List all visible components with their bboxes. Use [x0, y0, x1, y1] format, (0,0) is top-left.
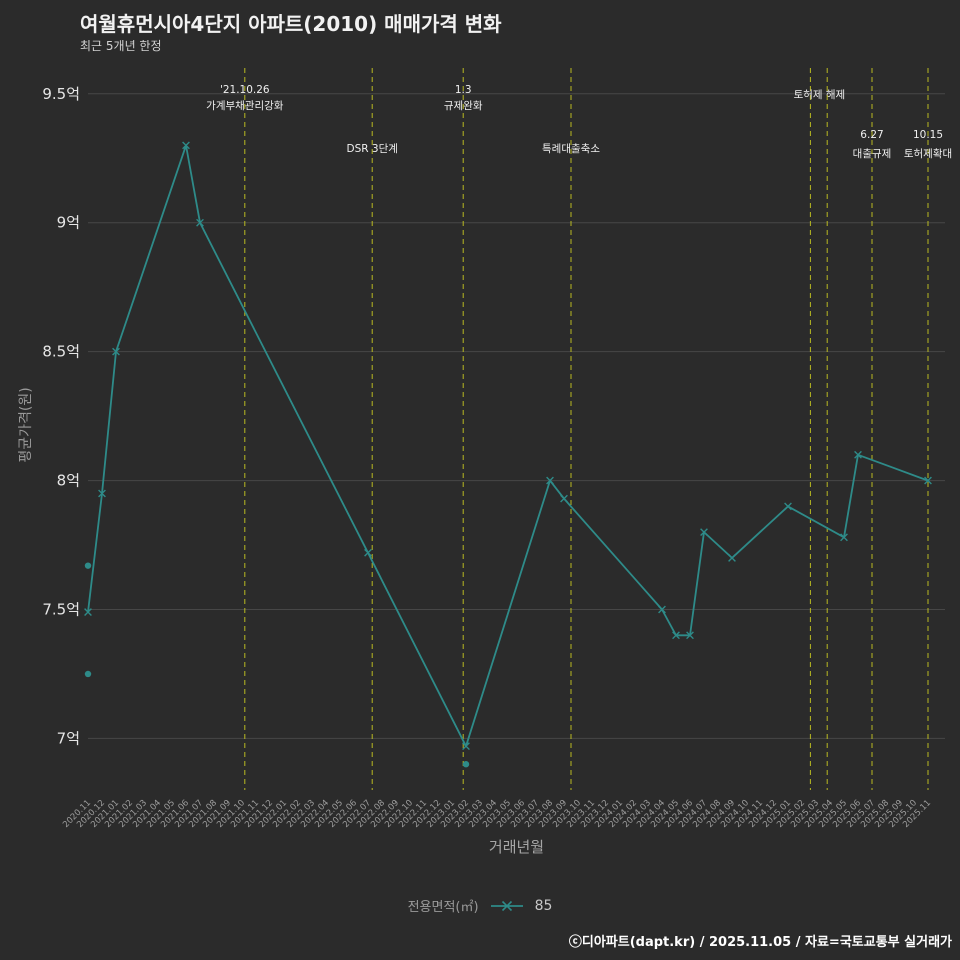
- y-axis-label: 평균가격(원): [18, 387, 34, 463]
- point-marker-icon: [98, 489, 106, 498]
- point-marker-icon: [700, 528, 708, 537]
- point-marker-icon: [112, 347, 120, 356]
- scatter-point: [84, 670, 92, 678]
- chart-subtitle: 최근 5개년 한정: [80, 39, 162, 53]
- point-marker-icon: [182, 141, 190, 150]
- event-label: 토허제확대: [904, 147, 952, 160]
- y-tick-label: 8.5억: [42, 343, 80, 361]
- legend-series-marker-icon: [490, 900, 523, 911]
- scatter-point: [84, 562, 92, 569]
- y-tick-label: 9억: [57, 214, 80, 232]
- event-label: DSR 3단계: [347, 143, 398, 155]
- point-marker-icon: [840, 533, 848, 542]
- point-marker-icon: [462, 742, 470, 751]
- y-tick-label: 8억: [57, 472, 80, 490]
- event-label: 가계부채관리강화: [206, 100, 284, 112]
- point-marker-icon: [560, 494, 568, 503]
- event-label: '21.10.26: [220, 84, 270, 96]
- copyright-credit: ⓒ디아파트(dapt.kr) / 2025.11.05 / 자료=국토교통부 실…: [568, 935, 952, 950]
- point-marker-icon: [686, 631, 694, 640]
- series-line: [87, 144, 929, 748]
- price-line-chart: 9.5억9억8.5억8억7.5억7억2020.112020.122021.012…: [42, 68, 952, 830]
- point-marker-icon: [854, 450, 862, 459]
- point-marker-icon: [658, 605, 666, 614]
- y-tick-label: 7.5억: [42, 601, 80, 619]
- legend-field-label: 전용면적(㎡): [407, 900, 479, 915]
- event-label: 10.15: [913, 129, 943, 141]
- point-marker-icon: [364, 548, 372, 557]
- point-marker-icon: [924, 476, 932, 485]
- point-marker-icon: [672, 631, 680, 640]
- scatter-point: [462, 761, 470, 768]
- event-label: 토허제 해제: [794, 88, 846, 101]
- y-tick-label: 9.5억: [42, 85, 80, 103]
- event-label: 특례대출축소: [542, 143, 600, 155]
- point-marker-icon: [84, 608, 92, 616]
- event-label: 대출규제: [853, 148, 892, 160]
- x-axis-label: 거래년월: [488, 838, 545, 856]
- y-tick-label: 7억: [57, 729, 80, 747]
- point-marker-icon: [546, 476, 554, 485]
- legend: 전용면적(㎡) 85: [0, 896, 960, 916]
- legend-series-name: 85: [534, 897, 553, 914]
- event-label: 6.27: [860, 129, 883, 141]
- event-label: 규제완화: [444, 99, 483, 112]
- point-marker-icon: [728, 554, 736, 562]
- chart-title: 여월휴먼시아4단지 아파트(2010) 매매가격 변화: [80, 12, 502, 36]
- point-marker-icon: [196, 218, 204, 227]
- point-marker-icon: [784, 502, 792, 511]
- event-label: 1.3: [455, 84, 472, 96]
